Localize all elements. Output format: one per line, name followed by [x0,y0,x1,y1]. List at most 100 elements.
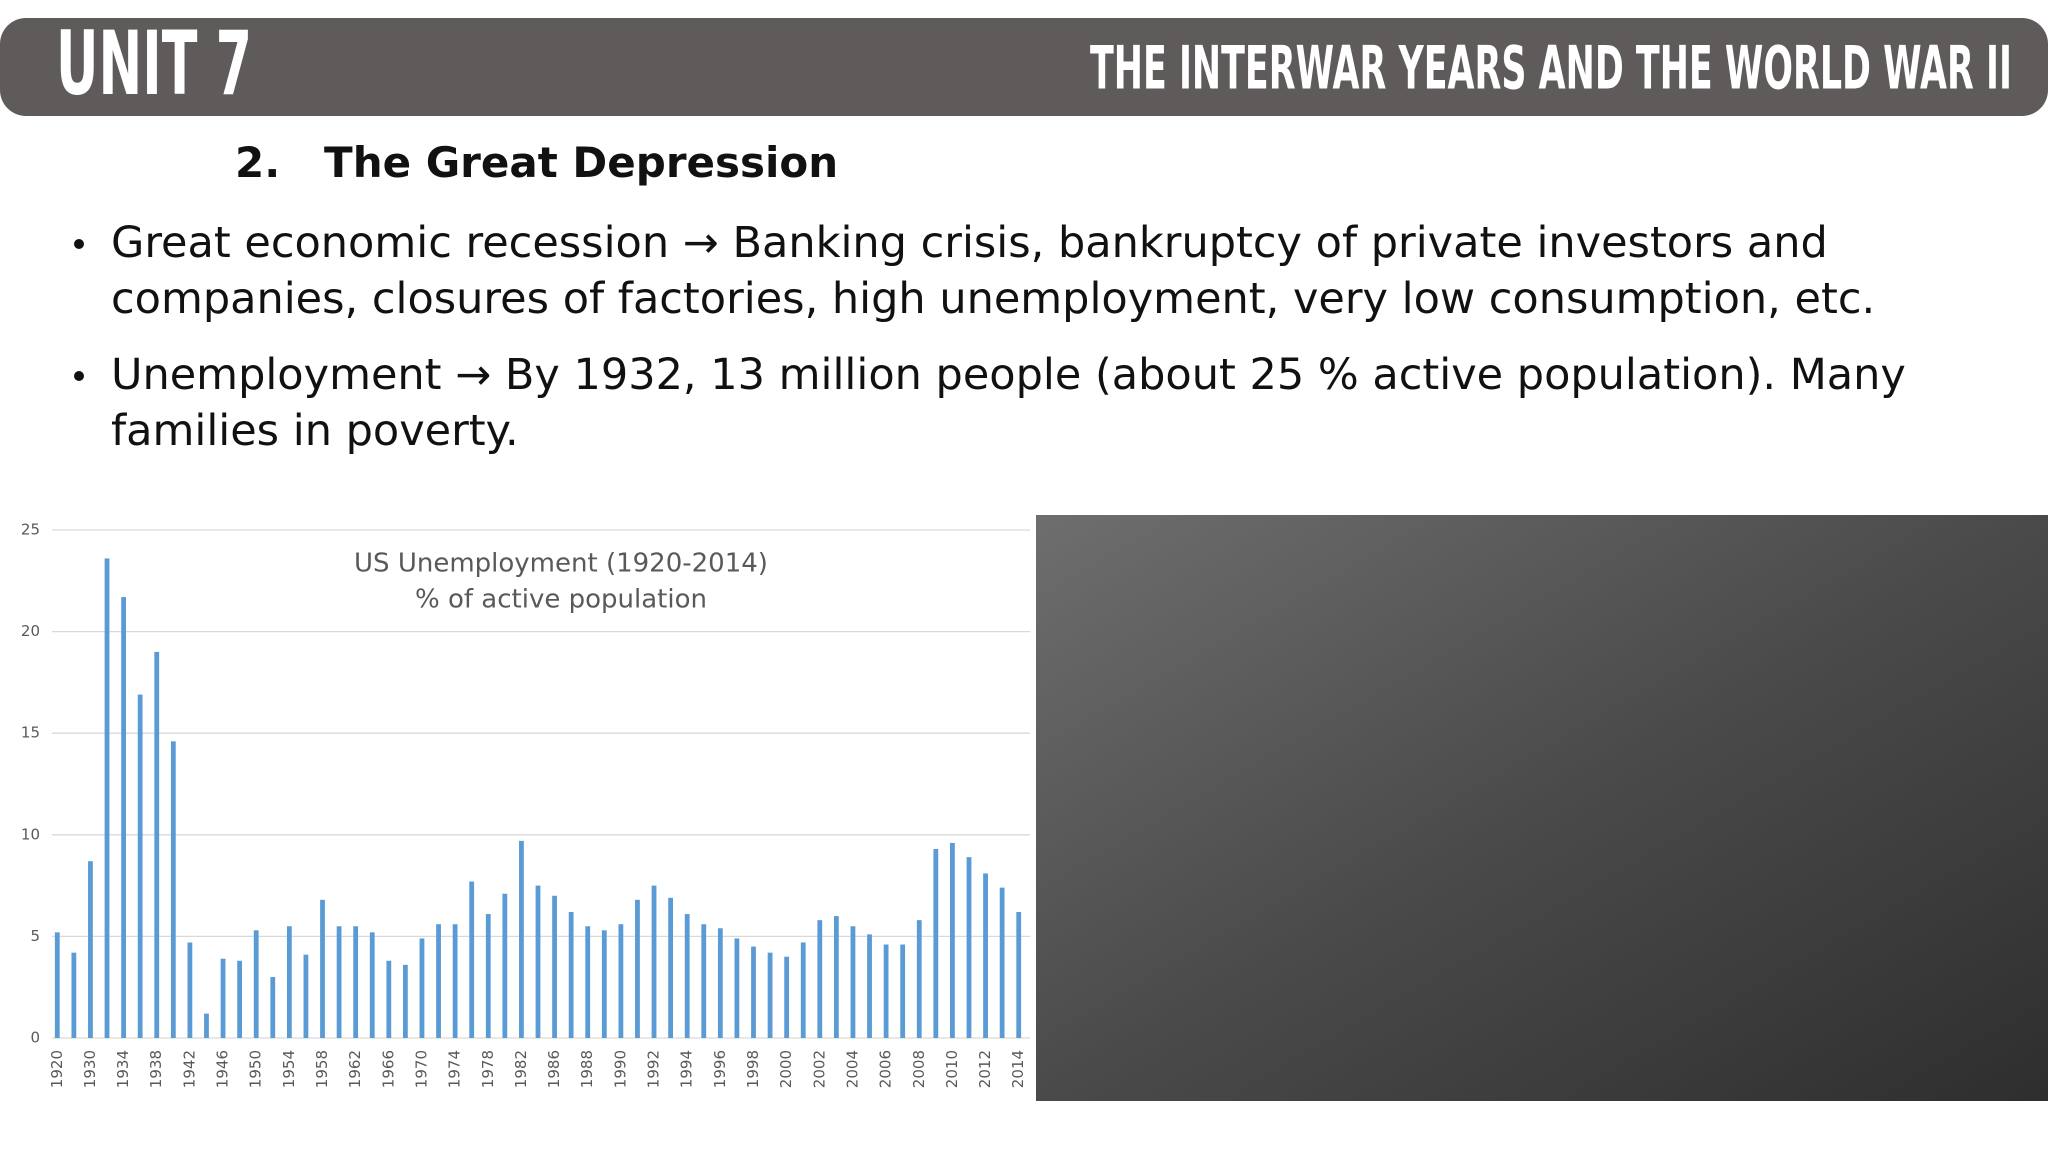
bar [237,960,243,1038]
bar [121,597,126,1038]
bar [784,956,790,1038]
y-tick-label: 15 [21,724,40,742]
bar [519,840,524,1038]
bar [751,946,756,1038]
bullet: Unemployment → By 1932, 13 million peopl… [70,347,1921,459]
bar [270,977,276,1038]
x-tick-label: 1920 [48,1050,66,1088]
bar [734,938,740,1038]
x-tick-label: 1934 [114,1050,132,1088]
x-tick-label: 1954 [280,1050,298,1088]
x-tick-label: 2010 [943,1050,961,1088]
bar [336,926,342,1038]
x-tick-label: 2002 [810,1050,828,1088]
x-tick-label: 1958 [313,1050,331,1088]
bar [104,558,110,1038]
bar [651,885,657,1038]
bar [850,926,856,1038]
bar [883,944,889,1038]
x-tick-label: 2000 [777,1050,795,1088]
bar [320,899,325,1038]
x-tick-label: 1990 [611,1050,629,1088]
x-tick-label: 2012 [976,1050,994,1088]
chart-title: US Unemployment (1920-2014) [354,549,768,579]
x-tick-label: 2006 [877,1050,895,1088]
bar [436,924,441,1038]
x-tick-label: 1994 [678,1050,696,1088]
bar [552,895,557,1038]
bar [353,926,359,1038]
unit-label: UNIT 7 [56,12,252,115]
bar [668,897,674,1038]
bar [568,912,574,1038]
bar [535,885,541,1038]
y-tick-label: 5 [30,927,40,945]
y-tick-label: 25 [21,521,40,539]
bar [502,893,508,1038]
x-tick-label: 1938 [147,1050,165,1088]
x-tick-label: 1930 [81,1050,99,1088]
x-tick-label: 1978 [479,1050,497,1088]
bar [154,651,160,1038]
x-tick-label: 1970 [412,1050,430,1088]
bar [1016,912,1022,1038]
bar [950,842,955,1038]
x-tick-label: 2004 [843,1050,861,1088]
bar [485,914,491,1038]
x-tick-label: 1992 [645,1050,663,1088]
bar [170,741,176,1038]
x-tick-label: 1996 [711,1050,729,1088]
unit-title: THE INTERWAR YEARS AND THE WORLD WAR II [1090,34,2012,104]
x-tick-label: 1966 [379,1050,397,1088]
x-tick-label: 1998 [744,1050,762,1088]
x-tick-label: 2014 [1009,1050,1027,1088]
bar [187,942,193,1038]
bar [933,849,939,1038]
bar [286,926,292,1038]
bar [717,928,723,1038]
x-tick-label: 1974 [446,1050,464,1088]
section-heading: 2. The Great Depression [235,138,839,187]
bar [469,881,475,1038]
bar [767,952,773,1038]
x-tick-label: 1942 [180,1050,198,1088]
bar [253,930,259,1038]
bar [402,964,408,1038]
photo [1036,515,2048,1101]
header-bar [0,18,2048,116]
bar [966,857,972,1038]
chart-subtitle: % of active population [415,585,707,615]
bar [983,873,988,1038]
x-tick-label: 1962 [346,1050,364,1088]
x-tick-label: 1950 [247,1050,265,1088]
bullet-list: Great economic recession → Banking crisi… [70,215,1970,479]
bar [867,934,872,1038]
bar [419,938,425,1038]
bar [452,924,458,1038]
bar [386,960,392,1038]
chart: 0 5 10 15 20 25 US Unemployment (1920-2014) % o… [21,521,1030,1088]
y-tick-label: 0 [30,1029,40,1047]
y-tick-label: 10 [21,825,40,843]
bar [137,694,143,1038]
x-tick-label: 1982 [512,1050,530,1088]
y-tick-label: 20 [21,622,40,640]
bar [916,920,922,1038]
bar [220,958,226,1038]
bar [54,932,60,1038]
x-tick-label: 2008 [910,1050,928,1088]
bar [585,926,591,1038]
bar [833,916,839,1038]
bullet: Great economic recession → Banking crisi… [70,215,1921,327]
x-tick-label: 1988 [578,1050,596,1088]
x-tick-label: 1986 [545,1050,563,1088]
bar [635,899,640,1038]
bar [684,914,690,1038]
bar [204,1013,209,1038]
bar [999,887,1005,1038]
bar [369,932,375,1038]
bar [71,952,77,1038]
bar [601,930,607,1038]
